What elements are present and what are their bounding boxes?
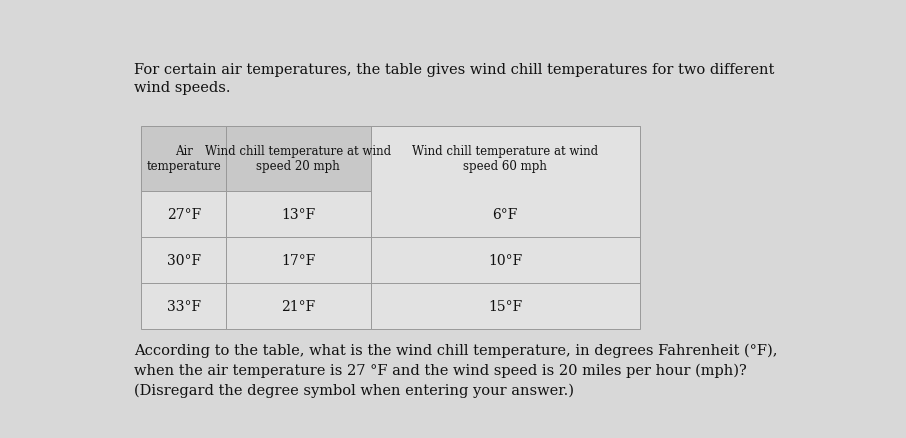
Text: According to the table, what is the wind chill temperature, in degrees Fahrenhei: According to the table, what is the wind… — [134, 343, 778, 397]
Text: 6°F: 6°F — [493, 208, 518, 222]
Text: For certain air temperatures, the table gives wind chill temperatures for two di: For certain air temperatures, the table … — [134, 63, 775, 95]
Text: 27°F: 27°F — [167, 208, 201, 222]
Text: Air
temperature: Air temperature — [147, 145, 221, 173]
Text: 13°F: 13°F — [281, 208, 315, 222]
Text: Wind chill temperature at wind
speed 20 mph: Wind chill temperature at wind speed 20 … — [206, 145, 391, 173]
Text: 21°F: 21°F — [281, 299, 315, 313]
Text: 30°F: 30°F — [167, 253, 201, 267]
Text: Wind chill temperature at wind
speed 60 mph: Wind chill temperature at wind speed 60 … — [412, 145, 598, 173]
Text: 33°F: 33°F — [167, 299, 201, 313]
Text: 17°F: 17°F — [281, 253, 315, 267]
Text: 15°F: 15°F — [488, 299, 523, 313]
Text: 10°F: 10°F — [488, 253, 523, 267]
